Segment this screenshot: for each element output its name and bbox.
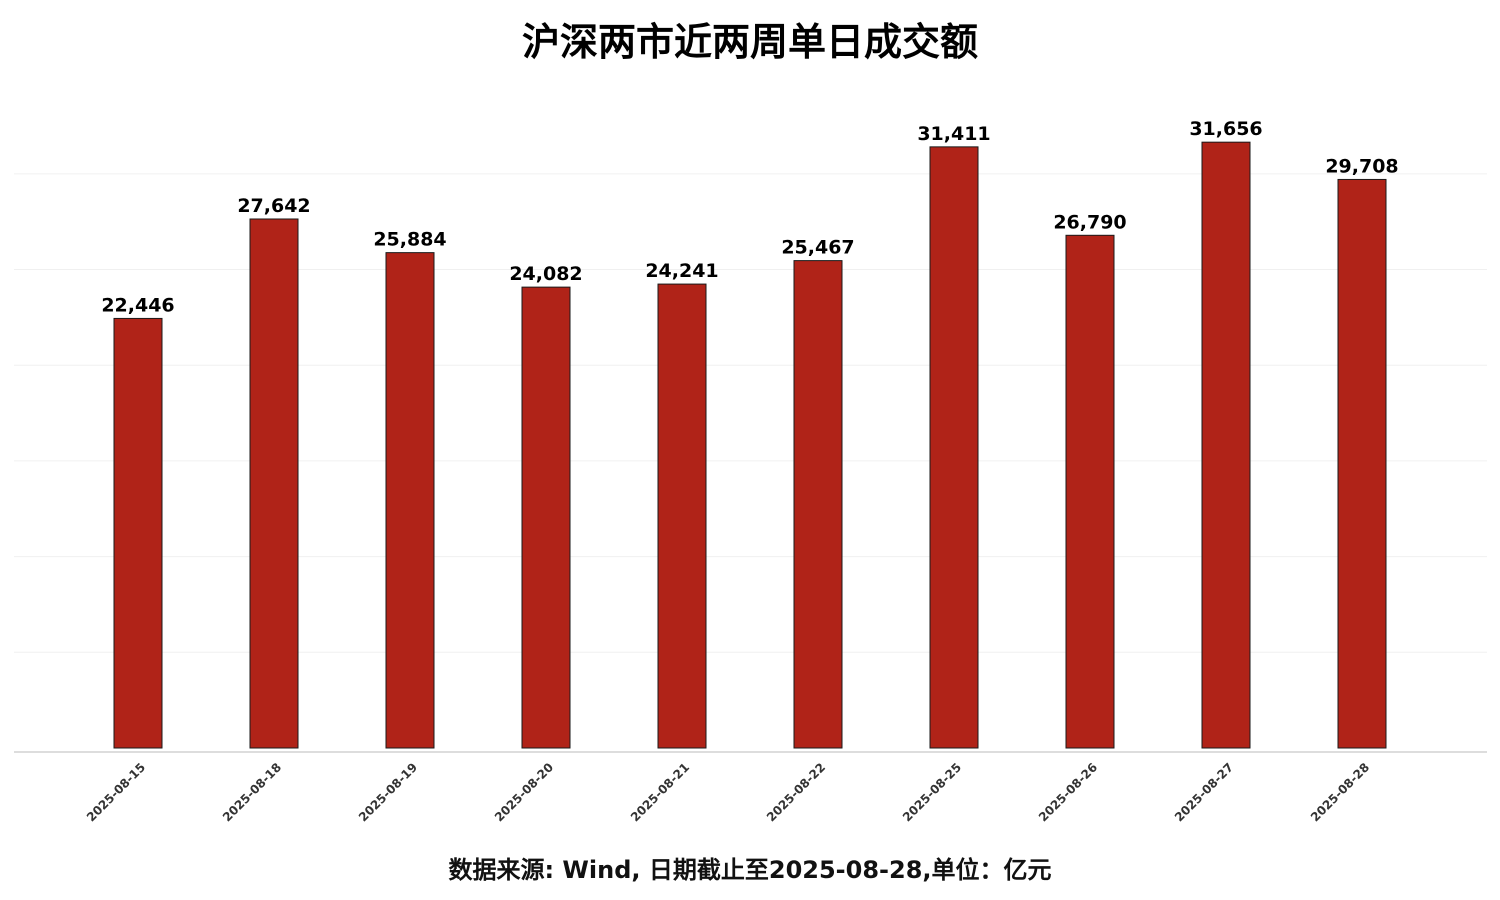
data-label: 31,411 bbox=[917, 123, 990, 145]
bar bbox=[1337, 178, 1387, 749]
value-labels: 22,446 27,642 25,884 24,082 24,241 25,467 31,4… bbox=[101, 118, 1398, 316]
bar bbox=[249, 218, 299, 749]
bar bbox=[521, 286, 571, 749]
x-tick-label: 2025-08-15 bbox=[84, 760, 148, 824]
x-tick-label: 2025-08-18 bbox=[220, 760, 284, 824]
bar bbox=[657, 283, 707, 749]
data-label: 29,708 bbox=[1325, 155, 1398, 177]
data-label: 27,642 bbox=[237, 195, 310, 217]
bar bbox=[793, 260, 843, 749]
bar bbox=[1065, 234, 1115, 749]
x-tick-label: 2025-08-25 bbox=[900, 760, 964, 824]
x-tick-label: 2025-08-26 bbox=[1036, 760, 1100, 824]
data-label: 25,884 bbox=[373, 229, 446, 251]
bar bbox=[1201, 141, 1251, 749]
data-label: 31,656 bbox=[1189, 118, 1262, 140]
data-label: 26,790 bbox=[1053, 211, 1126, 233]
data-label: 24,241 bbox=[645, 260, 718, 282]
x-tick-label: 2025-08-22 bbox=[764, 760, 828, 824]
data-label: 24,082 bbox=[509, 263, 582, 285]
x-tick-label: 2025-08-28 bbox=[1308, 760, 1372, 824]
x-tick-labels: 2025-08-15 2025-08-18 2025-08-19 2025-08-20… bbox=[84, 760, 1372, 824]
chart-footnote: 数据来源: Wind, 日期截止至2025-08-28,单位：亿元 bbox=[448, 856, 1052, 884]
x-tick-label: 2025-08-21 bbox=[628, 760, 692, 824]
bar bbox=[929, 146, 979, 749]
chart-title: 沪深两市近两周单日成交额 bbox=[521, 20, 978, 64]
data-label: 25,467 bbox=[781, 237, 854, 259]
bar bbox=[385, 252, 435, 749]
x-tick-label: 2025-08-20 bbox=[492, 760, 556, 824]
x-tick-label: 2025-08-19 bbox=[356, 760, 420, 824]
bar bbox=[113, 317, 163, 749]
x-tick-label: 2025-08-27 bbox=[1172, 760, 1236, 824]
bars bbox=[113, 141, 1387, 749]
grid-lines bbox=[14, 173, 1487, 653]
data-label: 22,446 bbox=[101, 294, 174, 316]
